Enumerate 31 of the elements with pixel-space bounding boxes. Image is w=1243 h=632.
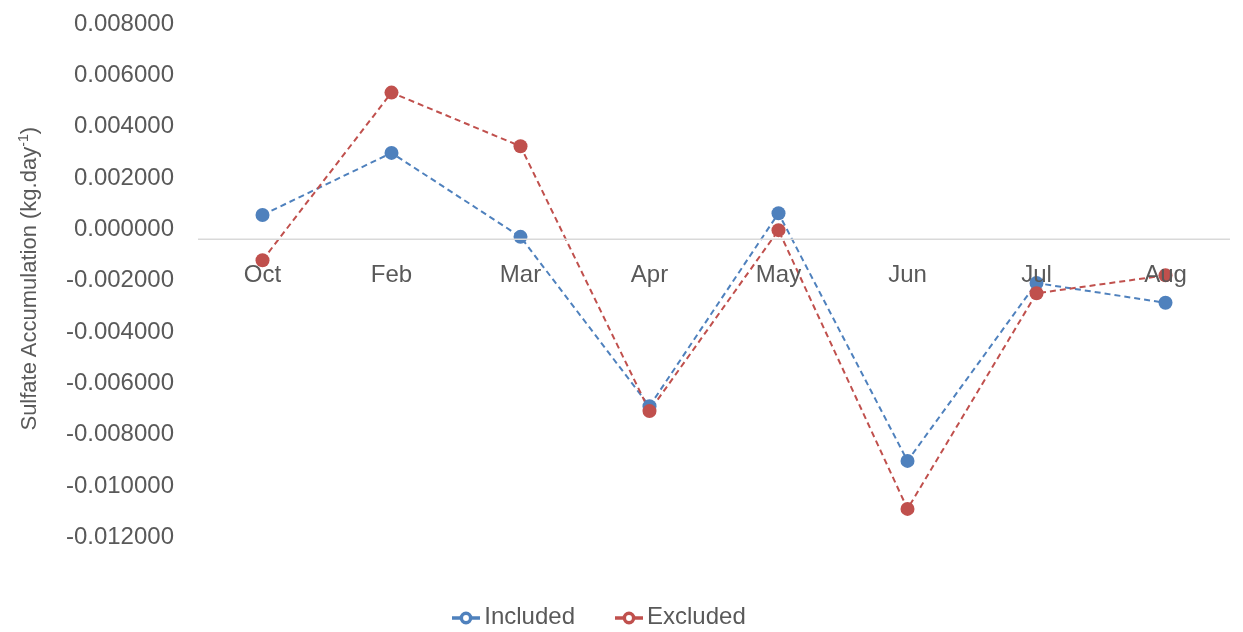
point: [513, 139, 528, 154]
y-tick-label: 0.006000: [73, 59, 174, 87]
y-tick-label: -0.002000: [65, 265, 174, 293]
point: [384, 145, 399, 160]
x-tick-label: Jul: [1021, 260, 1052, 288]
legend-label: Included: [484, 602, 575, 630]
y-tick-label: 0.004000: [73, 111, 174, 139]
point: [1029, 286, 1044, 301]
x-tick-label: Oct: [243, 260, 282, 288]
y-tick-label: 0.002000: [73, 162, 174, 190]
y-tick-label: 0.008000: [73, 8, 174, 36]
point: [1158, 295, 1173, 310]
x-tick-label: Mar: [499, 260, 542, 288]
point: [771, 206, 786, 221]
x-tick-label: Feb: [370, 260, 413, 288]
point: [642, 404, 657, 419]
x-tick-label: Jun: [888, 260, 927, 288]
point: [771, 223, 786, 238]
y-tick-label: -0.004000: [65, 316, 174, 344]
y-tick-label: -0.008000: [65, 419, 174, 447]
x-tick-label: Apr: [630, 260, 669, 288]
legend-label: Excluded: [647, 602, 746, 630]
point: [384, 85, 399, 100]
y-tick-label: -0.006000: [65, 367, 174, 395]
point: [900, 453, 915, 468]
y-tick-label: 0.000000: [73, 213, 174, 241]
y-tick-label: -0.010000: [65, 470, 174, 498]
y-tick-label: -0.012000: [65, 521, 174, 549]
x-tick-label: May: [755, 260, 802, 288]
point: [255, 208, 270, 223]
point: [900, 501, 915, 516]
